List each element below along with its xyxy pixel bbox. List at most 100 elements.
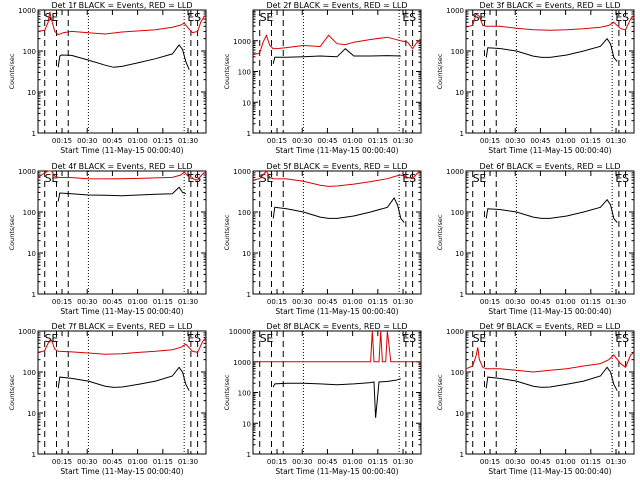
x-tick-label: 01:00 bbox=[128, 298, 148, 306]
x-tick-label: 00:45 bbox=[102, 298, 122, 306]
chart-title: Det 6f BLACK = Events, RED = LLD bbox=[479, 162, 620, 171]
y-tick-label: 1 bbox=[247, 130, 251, 138]
x-tick-label: 00:15 bbox=[267, 458, 287, 466]
marker-E: E bbox=[402, 332, 409, 345]
marker-S: S bbox=[194, 172, 201, 185]
marker-E: E bbox=[51, 332, 58, 345]
y-tick-label: 1 bbox=[32, 291, 36, 299]
x-tick-label: 01:15 bbox=[368, 458, 388, 466]
marker-E: E bbox=[51, 172, 58, 185]
x-axis-label: Start Time (11-May-15 00:00:40) bbox=[275, 146, 398, 155]
x-axis-label: Start Time (11-May-15 00:00:40) bbox=[275, 467, 398, 476]
x-tick-label: 01:00 bbox=[128, 458, 148, 466]
x-tick-label: 01:30 bbox=[178, 298, 198, 306]
y-tick-label: 1 bbox=[32, 130, 36, 138]
x-tick-label: 00:30 bbox=[292, 298, 312, 306]
x-tick-label: 01:30 bbox=[606, 137, 626, 145]
x-tick-label: 01:15 bbox=[368, 137, 388, 145]
x-tick-label: 01:30 bbox=[393, 137, 413, 145]
series-lld bbox=[37, 337, 207, 355]
y-tick-label: 10 bbox=[242, 420, 251, 428]
marker-S: S bbox=[45, 332, 52, 345]
x-tick-label: 00:45 bbox=[317, 137, 337, 145]
x-axis-label: Start Time (11-May-15 00:00:40) bbox=[275, 307, 398, 316]
x-tick-label: 00:45 bbox=[102, 137, 122, 145]
x-tick-label: 01:00 bbox=[556, 137, 576, 145]
x-tick-label: 01:15 bbox=[153, 458, 173, 466]
x-tick-label: 01:15 bbox=[581, 458, 601, 466]
x-tick-label: 00:30 bbox=[292, 137, 312, 145]
marker-S: S bbox=[473, 332, 480, 345]
x-tick-label: 00:45 bbox=[317, 298, 337, 306]
series-lld bbox=[252, 170, 422, 187]
marker-S: S bbox=[194, 332, 201, 345]
x-tick-label: 00:45 bbox=[530, 137, 550, 145]
marker-E: E bbox=[479, 332, 486, 345]
plot-frame bbox=[252, 9, 422, 134]
marker-S: S bbox=[45, 172, 52, 185]
x-tick-label: 00:45 bbox=[317, 458, 337, 466]
y-axis-label: Counts/sec bbox=[223, 214, 231, 250]
y-tick-label: 10 bbox=[455, 250, 464, 258]
y-tick-label: 1 bbox=[247, 291, 251, 299]
series-events bbox=[485, 366, 618, 391]
y-tick-label: 100 bbox=[238, 209, 251, 217]
y-tick-label: 10 bbox=[455, 410, 464, 418]
marker-E: E bbox=[402, 11, 409, 24]
x-tick-label: 00:30 bbox=[77, 458, 97, 466]
chart-panel-3: Det 3f BLACK = Events, RED = LLD 1 10 100 10… bbox=[436, 1, 635, 155]
plot-frame bbox=[37, 330, 207, 455]
chart-title: Det 2f BLACK = Events, RED = LLD bbox=[266, 1, 407, 10]
x-tick-label: 00:30 bbox=[292, 458, 312, 466]
y-axis-label: Counts/sec bbox=[223, 374, 231, 410]
y-tick-label: 100 bbox=[238, 69, 251, 77]
chart-panel-1: Det 1f BLACK = Events, RED = LLD 1 10 100 10… bbox=[8, 1, 207, 155]
marker-S: S bbox=[409, 332, 416, 345]
x-tick-label: 01:30 bbox=[606, 298, 626, 306]
x-axis-label: Start Time (11-May-15 00:00:40) bbox=[488, 146, 611, 155]
plot-frame bbox=[465, 330, 635, 455]
x-tick-label: 00:15 bbox=[52, 298, 72, 306]
x-tick-label: 01:30 bbox=[178, 137, 198, 145]
y-tick-label: 100 bbox=[451, 369, 464, 377]
y-tick-label: 100 bbox=[23, 369, 36, 377]
x-tick-label: 01:00 bbox=[128, 137, 148, 145]
chart-panel-6: Det 6f BLACK = Events, RED = LLD 1 10 100 10… bbox=[436, 162, 635, 316]
x-tick-label: 01:30 bbox=[178, 458, 198, 466]
x-tick-label: 01:15 bbox=[153, 137, 173, 145]
marker-E: E bbox=[479, 11, 486, 24]
x-tick-label: 00:45 bbox=[102, 458, 122, 466]
x-tick-label: 01:00 bbox=[343, 298, 363, 306]
x-tick-label: 01:00 bbox=[556, 298, 576, 306]
x-tick-label: 01:30 bbox=[393, 298, 413, 306]
marker-E: E bbox=[615, 11, 622, 24]
x-axis-label: Start Time (11-May-15 00:00:40) bbox=[60, 467, 183, 476]
series-events bbox=[272, 48, 401, 64]
x-axis-label: Start Time (11-May-15 00:00:40) bbox=[60, 146, 183, 155]
x-tick-label: 00:15 bbox=[52, 458, 72, 466]
x-tick-label: 00:30 bbox=[77, 298, 97, 306]
y-axis-label: Counts/sec bbox=[8, 53, 16, 89]
x-axis-label: Start Time (11-May-15 00:00:40) bbox=[488, 467, 611, 476]
series-events bbox=[57, 366, 190, 391]
x-tick-label: 01:00 bbox=[343, 137, 363, 145]
plot-frame bbox=[465, 170, 635, 295]
marker-S: S bbox=[622, 332, 629, 345]
marker-S: S bbox=[622, 11, 629, 24]
y-tick-label: 100 bbox=[451, 209, 464, 217]
y-tick-label: 1000 bbox=[233, 38, 251, 46]
marker-E: E bbox=[51, 11, 58, 24]
x-tick-label: 01:30 bbox=[393, 458, 413, 466]
y-tick-label: 1 bbox=[460, 291, 464, 299]
series-lld bbox=[37, 11, 207, 36]
x-tick-label: 00:15 bbox=[267, 298, 287, 306]
chart-panel-5: Det 5f BLACK = Events, RED = LLD 1 10 100 10… bbox=[223, 162, 422, 316]
chart-panel-8: Det 8f BLACK = Events, RED = LLD 1 10 100 10… bbox=[223, 322, 422, 476]
x-tick-label: 01:00 bbox=[343, 458, 363, 466]
marker-S: S bbox=[194, 11, 201, 24]
y-axis-label: Counts/sec bbox=[436, 374, 444, 410]
chart-panel-4: Det 4f BLACK = Events, RED = LLD 1 10 100 10… bbox=[8, 162, 207, 316]
marker-E: E bbox=[187, 11, 194, 24]
y-tick-label: 1000 bbox=[446, 7, 464, 15]
